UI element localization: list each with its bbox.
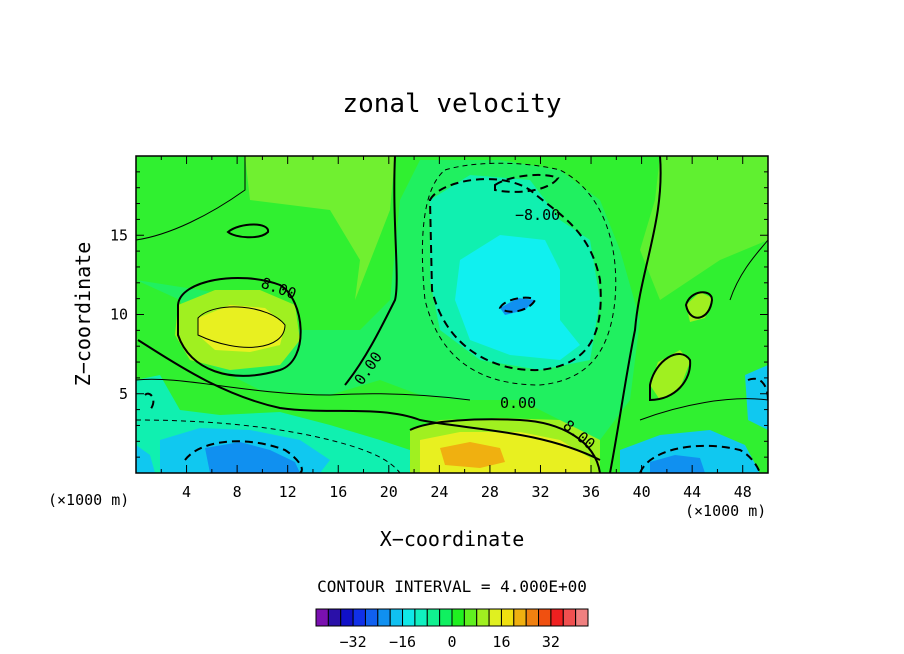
region-bottom-positive-orange: [440, 442, 505, 468]
region-upper-right-lightgreen: [640, 156, 768, 300]
contour-label-3: −8.00: [515, 206, 560, 224]
contour-interval-label: CONTOUR INTERVAL = 4.000E+00: [317, 577, 587, 596]
colorbar-swatch: [488, 608, 502, 627]
contour-label-4: 0.00: [500, 394, 536, 412]
y-tick-label: 5: [119, 385, 128, 403]
region-bottom-blue-right: [650, 455, 705, 473]
x-tick-label: 44: [683, 483, 701, 501]
colorbar-ticks: −32 −16 0 16 32: [340, 633, 560, 651]
colorbar-swatch: [327, 608, 342, 627]
colorbar-swatch: [364, 608, 379, 627]
colorbar-tick-label: 16: [492, 633, 510, 651]
colorbar-swatch: [575, 608, 589, 627]
y-axis-label: Z−coordinate: [71, 242, 95, 387]
contour-lines-solid: [137, 156, 714, 473]
y-axis: 5 10 15: [110, 171, 768, 458]
x-tick-label: 48: [734, 483, 752, 501]
colorbar-swatch: [525, 608, 540, 627]
x-tick-label: 12: [279, 483, 297, 501]
colorbar-swatch: [315, 608, 329, 627]
x-tick-label: 36: [582, 483, 600, 501]
chart-title: zonal velocity: [342, 89, 561, 119]
colorbar-swatch: [439, 608, 453, 627]
x-tick-label: 40: [633, 483, 651, 501]
colorbar-tick-label: 0: [447, 633, 456, 651]
colorbar-swatch: [500, 608, 515, 627]
region-upper-left-lightgreen: [136, 156, 395, 300]
colorbar-swatch: [538, 608, 552, 627]
region-bottom-blue-left: [205, 442, 300, 473]
contour-lines-thin-dashed: [136, 162, 617, 473]
contour-lines-thin: [136, 156, 768, 421]
colorbar-swatch: [426, 608, 441, 627]
x-axis-label: X−coordinate: [380, 527, 525, 551]
contour-lines-dashed: [144, 173, 768, 473]
x-tick-label: 4: [182, 483, 191, 501]
colorbar: [315, 608, 589, 627]
colorbar-tick-label: −16: [389, 633, 416, 651]
colorbar-swatch: [414, 608, 428, 627]
colorbar-swatch: [389, 608, 404, 627]
colorbar-swatch: [377, 608, 391, 627]
colorbar-swatch: [476, 608, 490, 627]
colorbar-swatch: [352, 608, 366, 627]
x-tick-label: 24: [430, 483, 448, 501]
region-bottom-left-edge: [136, 445, 155, 473]
x-tick-label: 8: [233, 483, 242, 501]
x-unit-label-left: (×1000 m): [48, 491, 129, 509]
plot-area: 8.00 0.00 −8.00 0.00 8.00: [136, 156, 768, 473]
colorbar-swatch: [562, 608, 577, 627]
region-positive-yellow-left: [198, 305, 285, 352]
colorbar-tick-label: −32: [340, 633, 367, 651]
x-tick-label: 32: [531, 483, 549, 501]
colorbar-tick-label: 32: [542, 633, 560, 651]
y-tick-label: 15: [110, 226, 128, 244]
x-tick-label: 16: [329, 483, 347, 501]
colorbar-swatch: [463, 608, 478, 627]
colorbar-swatch: [340, 608, 354, 627]
colorbar-swatch: [451, 608, 465, 627]
x-unit-label-right: (×1000 m): [685, 502, 766, 520]
x-axis: 4 8 12 16 20 24 28 32 36 40 44 48: [160, 156, 752, 501]
x-tick-label: 20: [380, 483, 398, 501]
x-tick-label: 28: [481, 483, 499, 501]
colorbar-swatch: [513, 608, 527, 627]
colorbar-swatch: [402, 608, 416, 627]
colorbar-swatch: [550, 608, 564, 627]
y-tick-label: 10: [110, 306, 128, 324]
